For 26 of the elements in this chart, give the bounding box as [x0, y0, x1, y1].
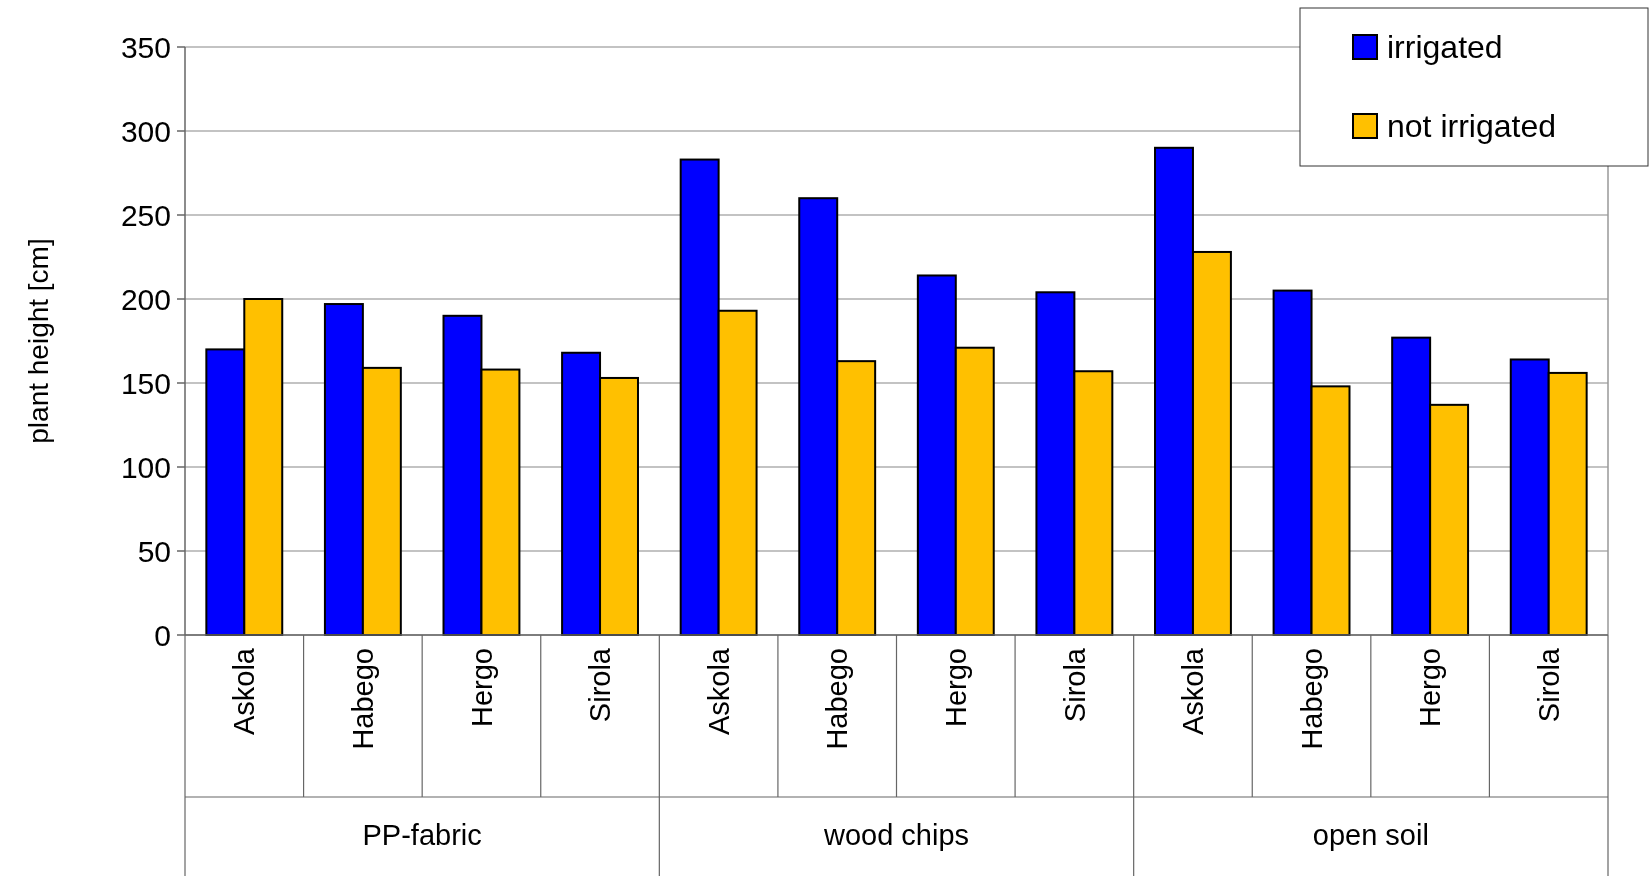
y-tick-label: 200	[120, 282, 171, 316]
x-tick-label: Sirola	[1532, 647, 1565, 723]
y-tick-label: 150	[120, 366, 171, 400]
x-tick-label: Sirola	[1058, 647, 1091, 723]
y-axis-title: plant height [cm]	[23, 238, 54, 444]
y-tick-label: 250	[120, 198, 171, 232]
x-tick-label: Habego	[347, 648, 380, 750]
y-tick-label: 300	[120, 114, 171, 148]
y-tick-label: 100	[120, 450, 171, 484]
x-tick-label: Askola	[228, 647, 261, 736]
x-tick-label: Hergo	[939, 648, 972, 727]
y-tick-label: 0	[154, 618, 171, 652]
x-tick-label: Askola	[702, 647, 735, 736]
y-tick-label: 350	[120, 30, 171, 64]
x-tick-label: Habego	[1295, 648, 1328, 750]
x-tick-label: Hergo	[465, 648, 498, 727]
x-tick-label: Habego	[821, 648, 854, 750]
text: open soil	[1312, 819, 1429, 851]
text: wood chips	[822, 819, 970, 851]
x-tick-label: Hergo	[1414, 648, 1447, 727]
x-tick-label: Sirola	[584, 647, 617, 723]
text: PP-fabric	[362, 819, 482, 851]
x-tick-label: Askola	[1177, 647, 1210, 736]
y-tick-label: 50	[137, 534, 171, 568]
legend-label: not irrigated	[1387, 108, 1556, 145]
legend-label: irrigated	[1387, 29, 1503, 66]
